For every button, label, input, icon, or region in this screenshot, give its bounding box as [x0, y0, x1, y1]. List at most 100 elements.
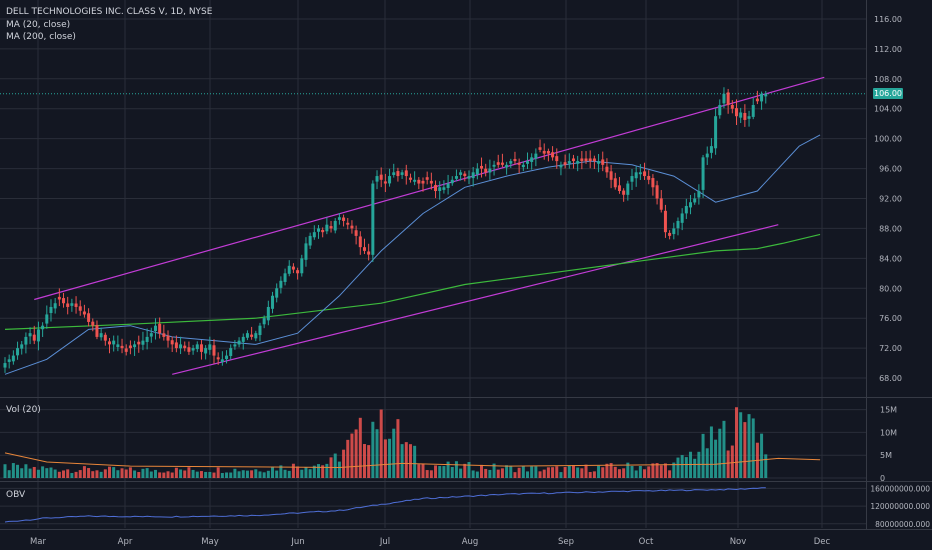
candle: [546, 148, 550, 162]
volume-bar: [488, 469, 492, 478]
candle: [705, 146, 709, 165]
candle: [693, 192, 697, 205]
candle: [722, 87, 726, 109]
volume-bar: [41, 466, 45, 478]
volume-legend[interactable]: Vol (20): [6, 405, 41, 415]
candle-body: [559, 164, 563, 168]
volume-bar: [747, 414, 751, 478]
volume-bar: [250, 470, 254, 478]
candle: [617, 177, 621, 194]
candle: [597, 153, 601, 173]
candle: [609, 165, 613, 189]
volume-bar: [229, 472, 233, 478]
volume-bar: [367, 445, 371, 478]
candle-body: [333, 220, 337, 231]
candle-body: [120, 345, 124, 349]
y-tick-label: 76.00: [879, 314, 902, 323]
volume-bar: [28, 468, 32, 478]
candle-body: [643, 171, 647, 177]
candle: [333, 218, 337, 234]
volume-bar: [195, 471, 199, 478]
candle-body: [379, 174, 383, 180]
volume-bar: [425, 470, 429, 478]
candle-body: [279, 280, 283, 288]
volume-tick-label: 10M: [880, 428, 897, 437]
volume-bar: [705, 448, 709, 478]
candle-body: [450, 179, 454, 184]
candle-body: [245, 333, 249, 338]
volume-bar: [542, 469, 546, 478]
candle: [760, 91, 764, 110]
volume-bar: [24, 464, 28, 478]
candle: [668, 230, 672, 240]
volume-bar: [668, 470, 672, 478]
candle: [622, 188, 626, 202]
volume-bar: [672, 462, 676, 478]
candle: [66, 296, 70, 315]
candle: [191, 344, 195, 355]
volume-bar: [103, 469, 107, 478]
candle-body: [521, 164, 525, 168]
volume-bar: [179, 469, 183, 478]
obv-legend[interactable]: OBV: [6, 490, 26, 500]
candle: [162, 324, 166, 341]
candle-body: [262, 318, 266, 325]
volume-bar: [383, 439, 387, 478]
volume-bar: [204, 471, 208, 478]
ma20-legend[interactable]: MA (20, close): [6, 20, 71, 30]
candle-body: [735, 108, 738, 117]
volume-bar: [496, 469, 500, 478]
volume-bar: [145, 468, 149, 478]
y-tick-label: 80.00: [879, 284, 902, 293]
volume-bar: [312, 465, 316, 478]
volume-bar: [647, 466, 651, 478]
volume-bar: [471, 470, 475, 478]
candle-body: [388, 176, 392, 184]
symbol-title[interactable]: DELL TECHNOLOGIES INC. CLASS V, 1D, NYSE: [6, 7, 213, 17]
volume-bar: [714, 439, 718, 478]
candle-body: [496, 162, 500, 165]
candle: [216, 352, 220, 365]
volume-bar: [413, 445, 417, 478]
candle-body: [124, 348, 128, 352]
volume-bar: [684, 457, 688, 478]
ma200-legend[interactable]: MA (200, close): [6, 32, 76, 42]
candle: [676, 217, 680, 236]
candle: [296, 267, 300, 280]
candle: [271, 291, 275, 314]
candle: [358, 231, 362, 255]
volume-bar: [87, 468, 91, 478]
candle-body: [718, 104, 722, 116]
volume-bar: [559, 472, 563, 478]
volume-bar: [208, 471, 212, 478]
candle-body: [208, 344, 212, 350]
candle: [496, 154, 500, 168]
volume-panel[interactable]: [3, 407, 821, 478]
volume-bar: [158, 472, 162, 478]
obv-panel[interactable]: [4, 487, 766, 523]
candle-body: [362, 247, 366, 251]
last-price-tag: 106.00: [873, 88, 903, 99]
candle-body: [751, 104, 755, 117]
volume-bar: [342, 449, 346, 478]
candle-body: [400, 172, 404, 175]
candle: [421, 177, 425, 192]
volume-bar: [166, 471, 170, 478]
x-tick-label: Apr: [118, 537, 133, 547]
obv-line: [4, 487, 766, 523]
candle-body: [438, 187, 442, 192]
volume-bar: [655, 462, 659, 478]
candle-body: [609, 171, 613, 180]
candle-body: [329, 226, 333, 229]
candle: [459, 169, 463, 181]
volume-bar: [630, 465, 634, 478]
candle-body: [730, 105, 734, 109]
price-panel[interactable]: [0, 76, 866, 375]
candle-body: [584, 158, 588, 162]
candle-body: [354, 230, 358, 236]
candle-body: [325, 224, 329, 232]
candle: [509, 158, 513, 168]
candle-body: [697, 191, 701, 198]
candle-body: [480, 165, 484, 169]
